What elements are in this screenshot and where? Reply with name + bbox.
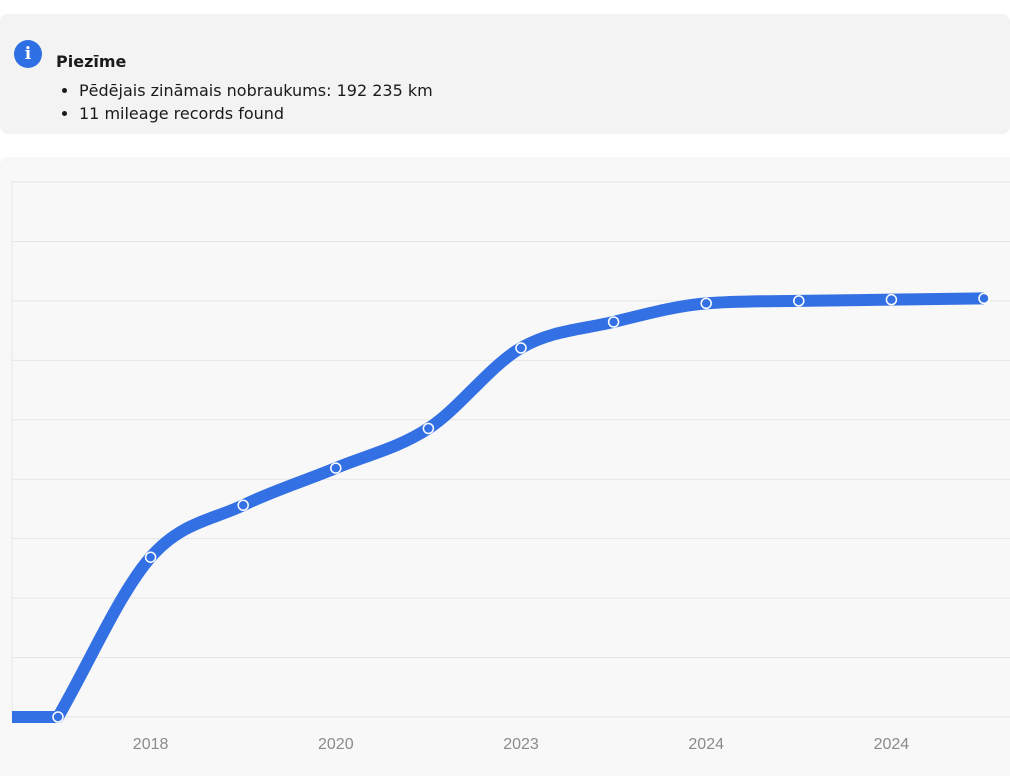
x-tick-label: 2024 [688,736,724,753]
data-point[interactable] [144,551,157,563]
data-point[interactable] [700,297,712,310]
x-tick-label: 2024 [874,736,910,753]
data-point[interactable] [237,499,249,511]
chart-points [52,292,990,723]
x-tick-label: 2018 [133,736,169,753]
data-point[interactable] [885,293,898,306]
data-point[interactable] [330,462,342,474]
x-tick-label: 2023 [503,736,539,753]
note-list: Pēdējais zināmais nobraukums: 192 235 km… [56,79,433,125]
chart-series [12,292,985,723]
data-point[interactable] [52,711,64,723]
note-box: i Piezīme Pēdējais zināmais nobraukums: … [0,14,1010,134]
note-item-last-mileage: Pēdējais zināmais nobraukums: 192 235 km [79,79,433,102]
data-point[interactable] [515,342,527,354]
chart-grid [11,181,1010,718]
chart-x-axis: 2018 2020 2023 2024 2024 [133,736,909,753]
info-icon: i [14,40,42,68]
mileage-chart-svg: 2018 2020 2023 2024 2024 [11,181,1010,753]
note-item-records-count: 11 mileage records found [79,102,433,125]
note-title: Piezīme [56,52,127,71]
x-tick-label: 2020 [318,736,354,753]
mileage-series-line [12,292,985,723]
mileage-chart: 2018 2020 2023 2024 2024 [0,157,1010,776]
data-point[interactable] [607,316,620,328]
data-point[interactable] [978,292,990,305]
data-point[interactable] [793,295,805,307]
data-point[interactable] [422,422,435,435]
